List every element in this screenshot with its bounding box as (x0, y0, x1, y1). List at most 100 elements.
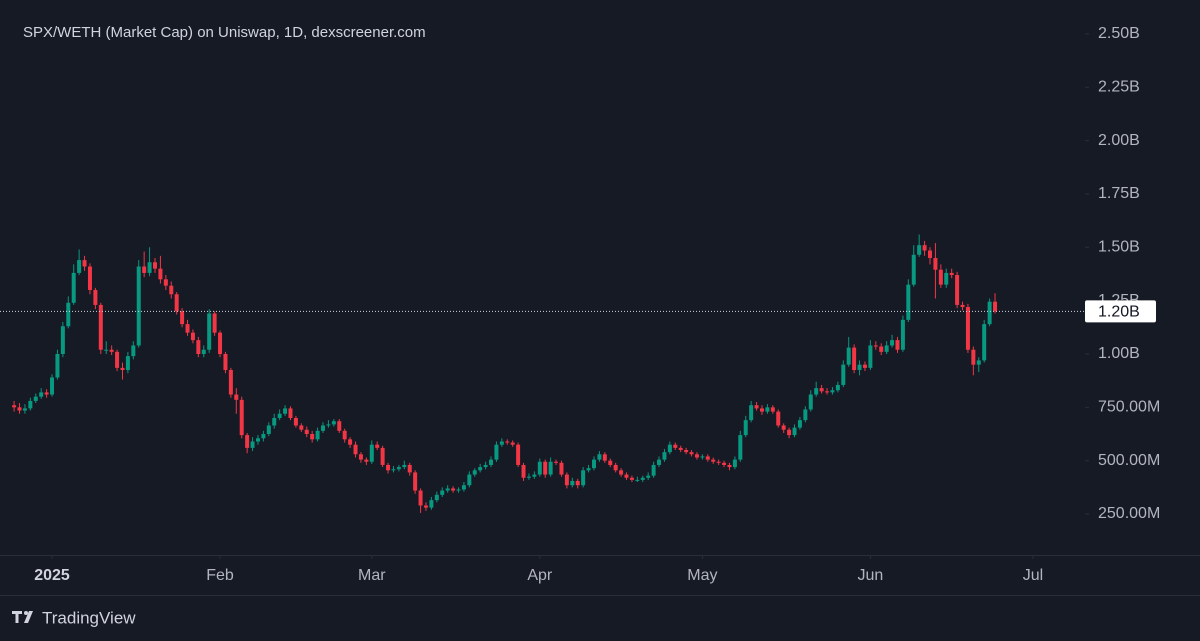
candle-body (814, 388, 819, 395)
candle-body (28, 400, 33, 409)
candle-body (375, 444, 380, 448)
candle-body (55, 353, 60, 378)
candle-body (22, 408, 27, 411)
candle-body (862, 364, 867, 368)
candle-body (591, 459, 596, 469)
candle-body (895, 340, 900, 350)
candle-body (293, 418, 298, 426)
candle-body (423, 505, 428, 508)
candle-body (700, 456, 705, 458)
candle-body (277, 413, 282, 419)
candle-body (987, 301, 992, 325)
candle-body (17, 407, 22, 411)
candle-body (467, 474, 472, 486)
y-tick-label: 2.50B (1098, 25, 1140, 42)
candle-body (489, 459, 494, 465)
candle-body (949, 272, 954, 276)
candle-body (825, 391, 830, 393)
candle-body (380, 447, 385, 465)
candle-body (239, 399, 244, 436)
candle-body (732, 459, 737, 468)
candle-body (852, 347, 857, 370)
y-tick-label: 500.00M (1098, 452, 1160, 469)
candle-body (776, 411, 781, 426)
candle-body (759, 408, 764, 412)
candle-body (39, 392, 44, 397)
price-label-box (1085, 300, 1156, 323)
candle-body (510, 442, 515, 445)
candle-body (597, 454, 602, 460)
x-tick-label: Jun (857, 567, 883, 584)
candle-body (60, 326, 65, 354)
candle-body (494, 444, 499, 460)
candle-body (261, 434, 266, 439)
candle-body (835, 384, 840, 391)
candle-body (890, 340, 895, 346)
candle-body (570, 480, 575, 486)
y-tick-label: 250.00M (1098, 505, 1160, 522)
x-tick-label: Mar (358, 567, 386, 584)
candle-body (163, 279, 168, 286)
candle-body (673, 444, 678, 448)
candle-body (326, 424, 331, 426)
candle-body (906, 284, 911, 320)
candle-body (353, 444, 358, 455)
candle-body (722, 462, 727, 465)
brand-logo (12, 611, 33, 623)
candle-body (472, 470, 477, 475)
candle-body (266, 425, 271, 435)
candle-body (212, 313, 217, 333)
candle-body (857, 364, 862, 370)
candle-body (250, 441, 255, 448)
candle-body (478, 467, 483, 471)
candle-body (396, 467, 401, 470)
candle-body (933, 257, 938, 270)
candle-body (537, 461, 542, 475)
candle-body (765, 407, 770, 412)
candle-body (109, 349, 114, 352)
x-tick-label: 2025 (34, 567, 70, 584)
price-label: 1.20B (1098, 304, 1140, 321)
candle-body (841, 364, 846, 385)
candle-body (689, 452, 694, 455)
candle-body (619, 470, 624, 475)
candle-body (543, 461, 548, 475)
candle-body (602, 454, 607, 461)
candle-body (559, 462, 564, 475)
candle-body (873, 345, 878, 347)
candle-body (33, 396, 38, 401)
candle-body (819, 388, 824, 392)
y-tick-label: 2.00B (1098, 132, 1140, 149)
candle-body (770, 407, 775, 412)
candle-body (131, 345, 136, 357)
candle-body (461, 485, 466, 490)
candle-body (153, 262, 157, 269)
y-tick-label: 2.25B (1098, 78, 1140, 95)
candle-body (456, 489, 461, 491)
candle-body (201, 349, 206, 354)
candle-body (505, 441, 510, 443)
candle-body (581, 470, 586, 486)
candle-body (727, 464, 732, 468)
candle-body (331, 421, 336, 425)
candle-body (993, 301, 998, 312)
candle-body (358, 454, 363, 460)
candle-body (575, 480, 580, 486)
candle-body (12, 405, 17, 408)
candle-body (928, 250, 932, 258)
candle-body (207, 313, 212, 350)
candle-body (190, 332, 195, 341)
brand-name: TradingView (42, 608, 136, 627)
candle-body (196, 340, 201, 354)
candle-body (147, 262, 152, 273)
candle-body (938, 269, 943, 285)
candle-body (624, 474, 629, 478)
plot-area (12, 234, 998, 513)
x-tick-label: Jul (1023, 567, 1043, 584)
candle-body (180, 311, 185, 325)
candle-body (738, 435, 743, 460)
candle-body (749, 405, 754, 421)
candle-body (158, 268, 163, 280)
candle-body (499, 441, 504, 445)
